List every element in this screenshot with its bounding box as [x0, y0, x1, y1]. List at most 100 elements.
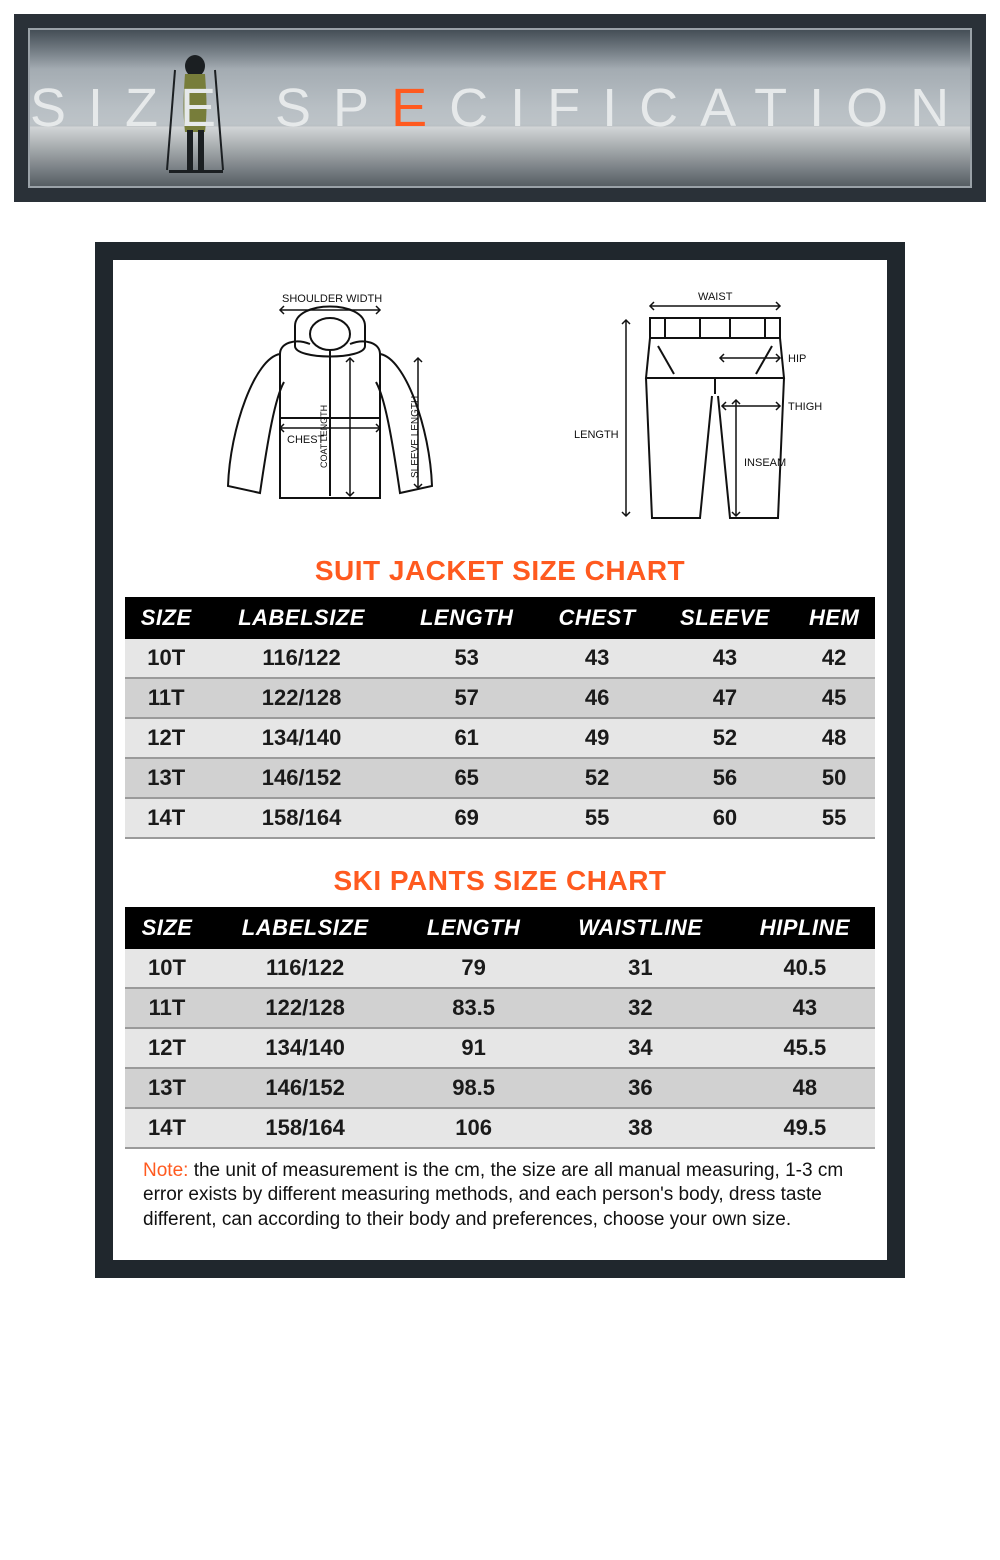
table-row: 12T134/14061495248 [125, 718, 875, 758]
jacket-size-table: SIZELABELSIZELENGTHCHESTSLEEVEHEM 10T116… [125, 597, 875, 839]
banner-title-post: CIFICATION [449, 78, 971, 138]
table-cell: 48 [793, 718, 875, 758]
table-cell: 14T [125, 798, 207, 838]
table-cell: 43 [538, 639, 657, 678]
table-cell: 56 [657, 758, 794, 798]
table-header-cell: SIZE [125, 907, 209, 949]
banner: SIZE SPECIFICATION [14, 14, 986, 202]
size-card: SHOULDER WIDTH CHEST COAT LENGTH [95, 242, 905, 1278]
banner-image: SIZE SPECIFICATION [28, 28, 972, 188]
table-cell: 52 [657, 718, 794, 758]
table-cell: 45 [793, 678, 875, 718]
table-cell: 116/122 [207, 639, 395, 678]
table-cell: 122/128 [209, 988, 401, 1028]
table-cell: 12T [125, 1028, 209, 1068]
table-cell: 45.5 [735, 1028, 875, 1068]
table-cell: 122/128 [207, 678, 395, 718]
table-cell: 83.5 [401, 988, 546, 1028]
label-inseam: INSEAM [744, 457, 786, 469]
table-row: 13T146/15265525650 [125, 758, 875, 798]
table-header-cell: CHEST [538, 597, 657, 639]
table-cell: 40.5 [735, 949, 875, 988]
table-row: 10T116/122793140.5 [125, 949, 875, 988]
label-sleeve-length: SLEEVE LENGTH [410, 396, 421, 478]
table-row: 12T134/140913445.5 [125, 1028, 875, 1068]
table-cell: 116/122 [209, 949, 401, 988]
table-cell: 50 [793, 758, 875, 798]
table-cell: 106 [401, 1108, 546, 1148]
size-note: Note: the unit of measurement is the cm,… [125, 1149, 875, 1232]
banner-title-pre: SIZE SP [30, 78, 391, 138]
table-header-cell: WAISTLINE [546, 907, 735, 949]
table-cell: 91 [401, 1028, 546, 1068]
table-cell: 38 [546, 1108, 735, 1148]
table-cell: 134/140 [209, 1028, 401, 1068]
table-cell: 55 [538, 798, 657, 838]
table-cell: 48 [735, 1068, 875, 1108]
table-cell: 36 [546, 1068, 735, 1108]
table-header-cell: SLEEVE [657, 597, 794, 639]
table-cell: 57 [396, 678, 538, 718]
table-cell: 34 [546, 1028, 735, 1068]
table-cell: 47 [657, 678, 794, 718]
table-cell: 60 [657, 798, 794, 838]
label-waist: WAIST [698, 291, 733, 303]
label-coat-length: COAT LENGTH [319, 405, 329, 468]
note-text: the unit of measurement is the cm, the s… [143, 1160, 843, 1230]
pants-size-table: SIZELABELSIZELENGTHWAISTLINEHIPLINE 10T1… [125, 907, 875, 1149]
table-cell: 32 [546, 988, 735, 1028]
table-row: 14T158/1641063849.5 [125, 1108, 875, 1148]
jacket-diagram: SHOULDER WIDTH CHEST COAT LENGTH [160, 288, 490, 533]
label-shoulder-width: SHOULDER WIDTH [282, 293, 382, 305]
diagram-row: SHOULDER WIDTH CHEST COAT LENGTH [125, 280, 875, 543]
banner-title-accent: E [391, 78, 449, 138]
table-cell: 12T [125, 718, 207, 758]
table-cell: 69 [396, 798, 538, 838]
note-label: Note: [143, 1160, 188, 1181]
table-header-cell: SIZE [125, 597, 207, 639]
table-cell: 13T [125, 758, 207, 798]
table-cell: 98.5 [401, 1068, 546, 1108]
banner-title: SIZE SPECIFICATION [30, 77, 970, 139]
table-cell: 11T [125, 678, 207, 718]
table-cell: 11T [125, 988, 209, 1028]
table-row: 13T146/15298.53648 [125, 1068, 875, 1108]
pants-chart-title: SKI PANTS SIZE CHART [125, 865, 875, 897]
table-cell: 10T [125, 949, 209, 988]
table-cell: 79 [401, 949, 546, 988]
table-header-cell: HIPLINE [735, 907, 875, 949]
table-cell: 52 [538, 758, 657, 798]
table-cell: 53 [396, 639, 538, 678]
table-cell: 55 [793, 798, 875, 838]
table-row: 11T122/12883.53243 [125, 988, 875, 1028]
table-cell: 146/152 [207, 758, 395, 798]
table-cell: 134/140 [207, 718, 395, 758]
table-header-cell: HEM [793, 597, 875, 639]
table-row: 10T116/12253434342 [125, 639, 875, 678]
jacket-chart-title: SUIT JACKET SIZE CHART [125, 555, 875, 587]
table-header-cell: LABELSIZE [207, 597, 395, 639]
table-cell: 10T [125, 639, 207, 678]
table-cell: 43 [735, 988, 875, 1028]
table-cell: 46 [538, 678, 657, 718]
table-cell: 42 [793, 639, 875, 678]
table-cell: 158/164 [209, 1108, 401, 1148]
pants-diagram: WAIST HIP THIGH [540, 288, 840, 533]
table-cell: 65 [396, 758, 538, 798]
table-cell: 49.5 [735, 1108, 875, 1148]
table-row: 14T158/16469556055 [125, 798, 875, 838]
table-cell: 146/152 [209, 1068, 401, 1108]
table-cell: 31 [546, 949, 735, 988]
label-hip: HIP [788, 353, 806, 365]
table-cell: 61 [396, 718, 538, 758]
table-cell: 14T [125, 1108, 209, 1148]
table-cell: 43 [657, 639, 794, 678]
table-cell: 158/164 [207, 798, 395, 838]
table-header-cell: LABELSIZE [209, 907, 401, 949]
table-header-cell: LENGTH [401, 907, 546, 949]
table-cell: 49 [538, 718, 657, 758]
table-cell: 13T [125, 1068, 209, 1108]
table-header-cell: LENGTH [396, 597, 538, 639]
table-row: 11T122/12857464745 [125, 678, 875, 718]
label-length: LENGTH [574, 429, 619, 441]
